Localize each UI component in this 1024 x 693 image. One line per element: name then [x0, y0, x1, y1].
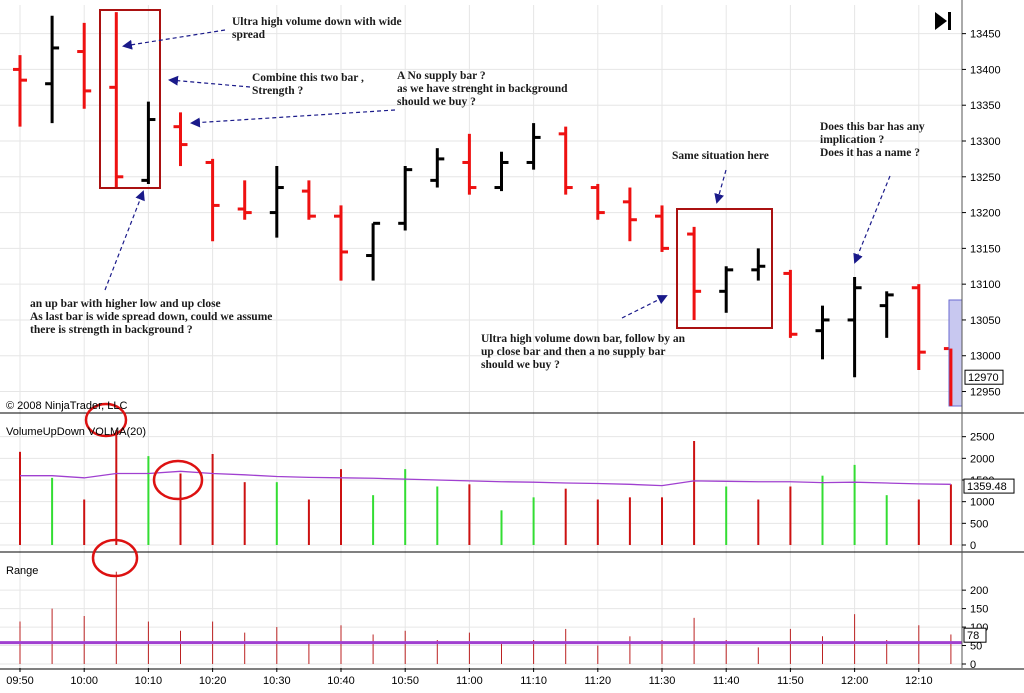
annotation-up-bar-higher-low: an up bar with higher low and up close A…: [30, 298, 273, 336]
volume-last-label: 1359.48: [967, 481, 1007, 493]
ohlc-bar: [141, 101, 156, 184]
highlight-box: [676, 208, 773, 329]
ohlc-bar: [558, 126, 573, 195]
copyright-text: © 2008 NinjaTrader, LLC: [6, 400, 128, 412]
annotation-arrow: [190, 109, 396, 128]
hand-drawn-circle: [84, 402, 128, 438]
ohlc-bar: [622, 187, 637, 242]
ohlc-bar: [77, 22, 92, 109]
volume-last-marker: [963, 478, 1015, 494]
ohlc-bar: [847, 277, 862, 378]
ohlc-bar: [430, 148, 445, 188]
annotation-arrow: [853, 175, 891, 264]
x-tick-label: 11:00: [456, 675, 483, 687]
ohlc-bar: [462, 133, 477, 195]
skip-to-end-icon: [948, 12, 951, 30]
range-tick-label: 200: [970, 585, 988, 597]
last-price-marker: [964, 369, 1004, 385]
annotation-arrow: [714, 169, 727, 204]
skip-to-end-icon: [935, 12, 947, 30]
x-tick-label: 11:50: [777, 675, 804, 687]
ohlc-bar: [655, 205, 669, 252]
annotation-arrow: [621, 295, 668, 319]
annotation-ultra-high-volume: Ultra high volume down with wide spread: [232, 16, 402, 41]
x-tick-label: 10:20: [199, 675, 227, 687]
ohlc-bar: [687, 226, 702, 320]
range-last-marker: [963, 627, 987, 643]
annotation-ultra-high-follow: Ultra high volume down bar, follow by an…: [481, 333, 686, 371]
x-tick-label: 11:30: [649, 675, 676, 687]
price-tick-label: 13400: [970, 64, 1001, 76]
range-last-label: 78: [967, 630, 979, 642]
annotation-bar-implication: Does this bar has any implication ? Does…: [820, 121, 925, 159]
x-tick-label: 11:10: [520, 675, 547, 687]
x-tick-label: 11:40: [713, 675, 740, 687]
x-tick-label: 10:30: [263, 675, 291, 687]
x-tick-label: 12:10: [905, 675, 933, 687]
volume-panel-title: VolumeUpDown VOLMA(20): [6, 426, 147, 438]
range-panel-title: Range: [6, 565, 39, 577]
range-tick-label: 50: [970, 641, 982, 653]
annotation-no-supply: A No supply bar ? as we have strenght in…: [397, 70, 568, 108]
ohlc-bar: [879, 291, 894, 338]
x-tick-label: 09:50: [6, 675, 34, 687]
price-tick-label: 13150: [970, 243, 1001, 255]
ohlc-bar: [911, 284, 926, 371]
ohlc-bar: [815, 305, 830, 360]
ohlc-bar: [237, 180, 252, 220]
hand-drawn-circle: [152, 459, 204, 501]
ohlc-bar: [13, 55, 27, 127]
hand-drawn-circle: [91, 538, 139, 578]
price-tick-label: 13050: [970, 315, 1001, 327]
last-price-label: 12970: [968, 372, 999, 384]
x-tick-label: 10:40: [327, 675, 355, 687]
volma-line: [20, 470, 951, 487]
price-tick-label: 13450: [970, 29, 1001, 41]
x-tick-label: 11:20: [584, 675, 611, 687]
price-tick-label: 13200: [970, 208, 1001, 220]
volume-tick-label: 2000: [970, 453, 994, 465]
price-tick-label: 13350: [970, 100, 1001, 112]
ohlc-bar: [494, 151, 509, 192]
price-tick-label: 13100: [970, 279, 1001, 291]
annotation-combine-bars: Combine this two bar , Strength ?: [252, 72, 364, 97]
ohlc-bar: [783, 269, 798, 338]
volume-tick-label: 2500: [970, 432, 994, 444]
annotation-arrow: [104, 190, 145, 291]
annotation-arrow: [168, 75, 251, 88]
ohlc-bar: [301, 180, 316, 220]
ohlc-bar: [526, 123, 541, 170]
ohlc-bar: [334, 205, 348, 281]
highlight-box: [99, 9, 161, 189]
range-tick-label: 0: [970, 659, 976, 671]
annotation-arrow: [122, 29, 226, 50]
ohlc-bar: [269, 166, 284, 238]
ohlc-bar: [173, 112, 188, 167]
ohlc-bar: [109, 12, 124, 188]
x-tick-label: 10:10: [135, 675, 163, 687]
ohlc-bar: [205, 158, 220, 242]
x-tick-label: 10:50: [391, 675, 419, 687]
price-tick-label: 12950: [970, 387, 1001, 399]
ohlc-bar: [590, 183, 605, 220]
volume-tick-label: 500: [970, 518, 988, 530]
price-tick-label: 13000: [970, 351, 1001, 363]
price-tick-label: 13300: [970, 136, 1001, 148]
range-tick-label: 150: [970, 604, 988, 616]
volume-tick-label: 1000: [970, 497, 994, 509]
ohlc-bar: [366, 221, 381, 281]
x-tick-label: 12:00: [841, 675, 869, 687]
ohlc-bar: [45, 15, 60, 124]
annotation-same-situation: Same situation here: [672, 150, 769, 162]
ohlc-bar: [719, 266, 734, 313]
price-tick-label: 13250: [970, 172, 1001, 184]
ohlc-bar: [398, 166, 413, 231]
ohlc-bar: [751, 248, 766, 281]
volume-tick-label: 0: [970, 540, 976, 552]
x-tick-label: 10:00: [70, 675, 98, 687]
